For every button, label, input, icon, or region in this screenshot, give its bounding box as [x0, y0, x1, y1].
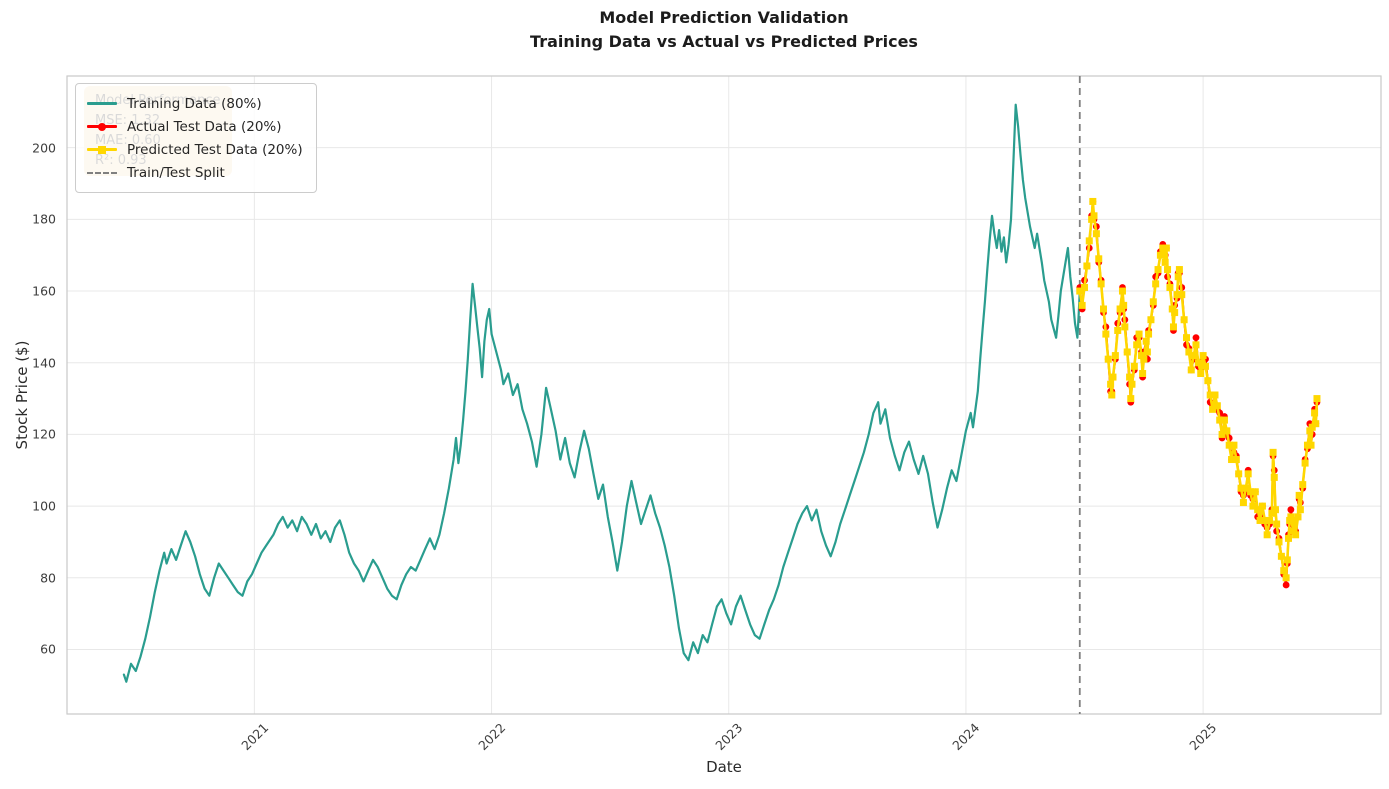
legend: Training Data (80%) Actual Test Data (20… — [75, 83, 317, 193]
predicted-line-square-icon — [87, 145, 117, 155]
chart-title-line1: Model Prediction Validation — [599, 8, 849, 27]
dashed-line-icon — [87, 168, 117, 178]
y-tick-label: 180 — [32, 211, 56, 227]
y-tick-label: 160 — [32, 283, 56, 299]
legend-label-training: Training Data (80%) — [127, 95, 262, 112]
chart-title-line2: Training Data vs Actual vs Predicted Pri… — [530, 32, 918, 51]
legend-label-actual: Actual Test Data (20%) — [127, 118, 282, 135]
training-line-icon — [87, 99, 117, 109]
x-axis-label: Date — [706, 758, 742, 776]
legend-item-training: Training Data (80%) — [87, 92, 303, 115]
y-tick-label: 100 — [32, 498, 56, 514]
legend-item-predicted: Predicted Test Data (20%) — [87, 138, 303, 161]
chart-title: Model Prediction Validation Training Dat… — [59, 6, 1389, 54]
legend-label-split: Train/Test Split — [127, 164, 225, 181]
y-tick-label: 120 — [32, 426, 56, 442]
y-tick-label: 140 — [32, 355, 56, 371]
y-tick-label: 200 — [32, 140, 56, 156]
actual-line-dot-icon — [87, 122, 117, 132]
legend-item-split: Train/Test Split — [87, 161, 303, 184]
y-tick-label: 80 — [40, 570, 56, 586]
y-axis-label: Stock Price ($) — [13, 340, 31, 450]
y-tick-label: 60 — [40, 641, 56, 657]
legend-item-actual: Actual Test Data (20%) — [87, 115, 303, 138]
legend-label-predicted: Predicted Test Data (20%) — [127, 141, 303, 158]
